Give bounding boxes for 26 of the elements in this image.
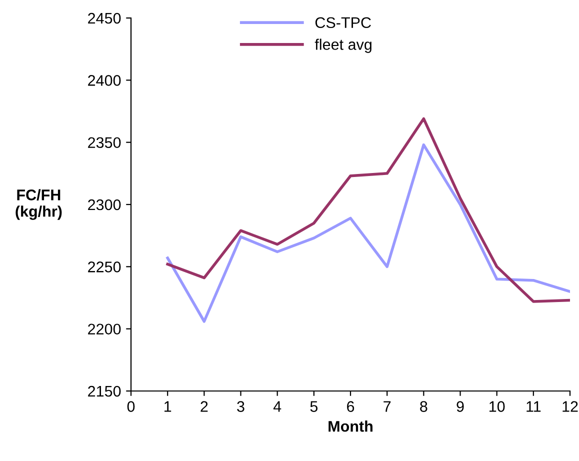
line-series — [166, 143, 570, 323]
x-tick-label: 12 — [562, 401, 578, 412]
x-tick-label: 0 — [127, 401, 135, 412]
x-tick-label: 3 — [237, 401, 244, 412]
x-tick-label: 2 — [200, 401, 208, 412]
y-tick-label: 2350 — [88, 137, 121, 148]
y-tick-label: 2300 — [88, 199, 121, 210]
x-tick-label: 10 — [490, 401, 505, 412]
x-tick-label: 7 — [384, 401, 391, 412]
legend-label: fleet avg — [314, 38, 372, 53]
x-tick-label: 1 — [164, 401, 172, 412]
y-tick-label: 2450 — [88, 12, 121, 24]
x-tick-label: 11 — [526, 401, 541, 412]
y-tick-label: 2200 — [88, 324, 121, 335]
y-tick-label: 2150 — [88, 386, 121, 397]
legend-label: CS-TPC — [315, 17, 371, 28]
x-tick-label: 9 — [456, 401, 464, 412]
x-tick-label: 4 — [273, 401, 282, 412]
line-series — [166, 117, 570, 303]
y-axis-title: FC/FH (kg/hr) — [16, 189, 62, 220]
x-tick-label: 8 — [420, 401, 428, 412]
x-tick-label: 5 — [310, 401, 318, 412]
y-tick-label: 2250 — [88, 262, 121, 272]
y-tick-label: 2400 — [88, 75, 121, 86]
x-axis-title: Month — [328, 420, 372, 432]
x-tick-label: 6 — [347, 401, 354, 412]
